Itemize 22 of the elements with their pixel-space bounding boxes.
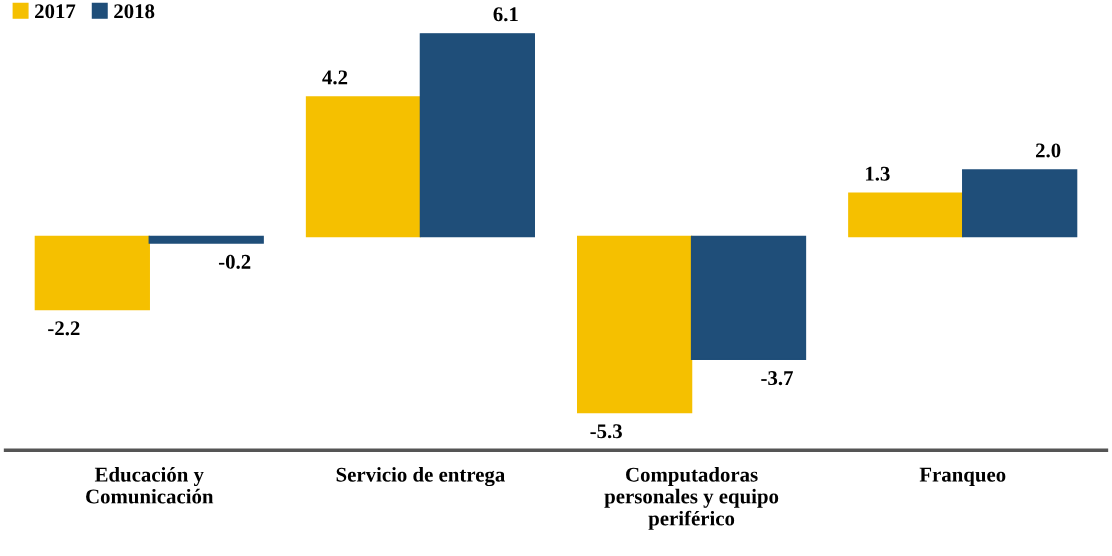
bar — [576, 235, 693, 414]
data-label: 1.3 — [865, 166, 890, 181]
bar — [148, 235, 264, 244]
bar — [305, 96, 422, 238]
legend-label: 2018 — [114, 4, 155, 19]
data-label: 6.1 — [493, 7, 518, 22]
data-label: -3.7 — [761, 371, 793, 386]
x-tick-label: Educación y Comunicación — [86, 467, 214, 504]
data-label: -2.2 — [48, 321, 80, 336]
x-tick-label: Computadoras personales y equipo periférico — [604, 467, 779, 530]
legend-label: 2017 — [35, 4, 76, 19]
x-tick-label: Franqueo — [919, 467, 1006, 486]
bar — [34, 235, 150, 311]
bar — [690, 235, 807, 361]
bar — [962, 169, 1078, 238]
data-label: 2.0 — [1036, 143, 1061, 158]
data-label: -5.3 — [590, 424, 622, 439]
x-tick-label: Servicio de entrega — [336, 467, 505, 487]
bar — [419, 33, 536, 238]
bar — [848, 192, 964, 238]
data-label: 4.2 — [322, 70, 348, 85]
data-label: -0.2 — [218, 254, 251, 269]
